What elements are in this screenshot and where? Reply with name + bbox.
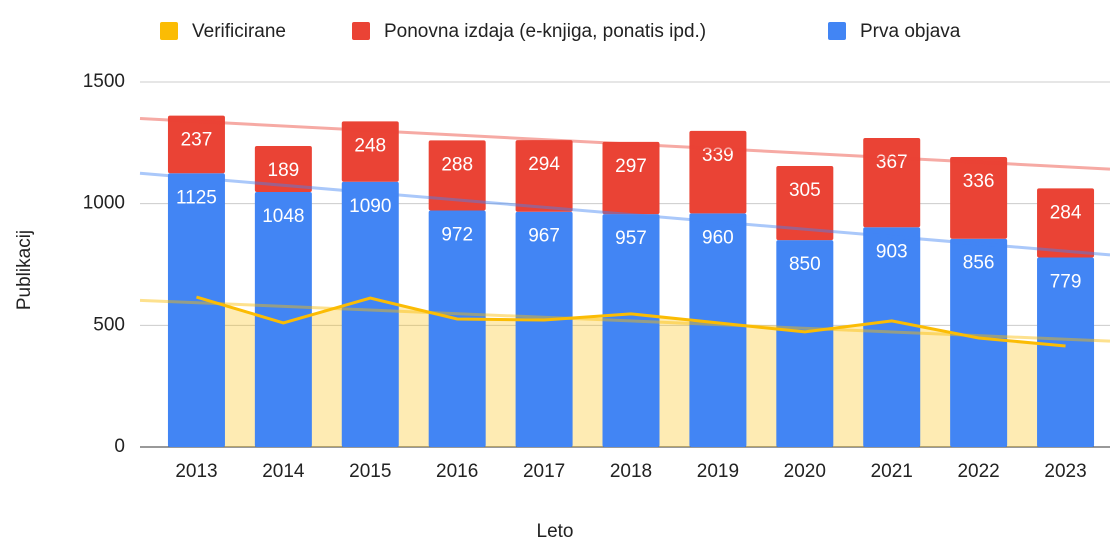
data-label: 856 bbox=[963, 253, 995, 274]
x-tick-label: 2016 bbox=[436, 461, 478, 482]
legend-label: Verificirane bbox=[192, 21, 286, 42]
data-label: 189 bbox=[268, 160, 300, 181]
data-label: 336 bbox=[963, 171, 995, 192]
data-label: 779 bbox=[1050, 271, 1082, 292]
data-label: 850 bbox=[789, 254, 821, 275]
x-tick-label: 2018 bbox=[610, 461, 652, 482]
bar-segment bbox=[950, 156, 1008, 239]
legend-swatch bbox=[352, 22, 370, 40]
bar-segment bbox=[515, 211, 573, 447]
bar-segment bbox=[167, 115, 225, 174]
line bbox=[196, 295, 1066, 348]
data-label: 957 bbox=[615, 228, 647, 249]
y-axis-label: Publikacij bbox=[14, 230, 35, 310]
bar-segment bbox=[254, 191, 312, 447]
bar-segment bbox=[428, 210, 486, 447]
data-label: 305 bbox=[789, 180, 821, 201]
trendline bbox=[139, 298, 1110, 343]
bar-segment bbox=[341, 181, 399, 447]
legend-swatch bbox=[160, 22, 178, 40]
x-tick-label: 2023 bbox=[1044, 461, 1086, 482]
x-tick-label: 2017 bbox=[523, 461, 565, 482]
x-tick-label: 2014 bbox=[262, 461, 305, 482]
data-label: 1090 bbox=[349, 196, 391, 217]
y-tick-label: 1000 bbox=[83, 193, 125, 214]
data-label: 297 bbox=[615, 156, 647, 177]
trendline bbox=[139, 117, 1110, 171]
y-tick-label: 1500 bbox=[83, 71, 125, 92]
bar-segment bbox=[776, 240, 834, 447]
legend-swatch bbox=[828, 22, 846, 40]
bar-segment bbox=[776, 165, 834, 241]
bar-segment bbox=[950, 238, 1008, 447]
y-tick-label: 0 bbox=[114, 436, 125, 457]
bar-segment bbox=[689, 130, 747, 214]
data-label: 294 bbox=[528, 154, 560, 175]
data-label: 967 bbox=[528, 226, 560, 247]
x-tick-label: 2020 bbox=[784, 461, 826, 482]
bar-segment bbox=[515, 140, 573, 212]
bar-segment bbox=[428, 140, 486, 211]
x-tick-label: 2022 bbox=[957, 461, 999, 482]
data-label: 248 bbox=[354, 135, 386, 156]
bar-segment bbox=[1037, 257, 1095, 447]
x-tick-label: 2015 bbox=[349, 461, 391, 482]
bar-segment bbox=[167, 173, 225, 447]
bar-segment bbox=[863, 137, 921, 228]
data-label: 1048 bbox=[262, 206, 304, 227]
bar-segment bbox=[689, 213, 747, 447]
data-label: 903 bbox=[876, 241, 908, 262]
data-label: 972 bbox=[441, 224, 473, 245]
bar-segment bbox=[863, 227, 921, 447]
bar-segment bbox=[602, 214, 660, 447]
data-label: 237 bbox=[181, 130, 213, 151]
data-label: 1125 bbox=[176, 187, 217, 208]
data-label: 339 bbox=[702, 145, 734, 166]
x-tick-label: 2019 bbox=[697, 461, 739, 482]
bar-segment bbox=[341, 121, 399, 182]
bar-segment bbox=[1037, 188, 1095, 258]
legend-label: Prva objava bbox=[860, 21, 961, 42]
data-label: 284 bbox=[1050, 202, 1082, 223]
x-axis-label: Leto bbox=[537, 521, 574, 542]
trendline bbox=[139, 171, 1110, 257]
data-label: 288 bbox=[441, 154, 473, 175]
legend-label: Ponovna izdaja (e-knjiga, ponatis ipd.) bbox=[384, 21, 706, 42]
data-label: 367 bbox=[876, 152, 908, 173]
x-tick-label: 2013 bbox=[175, 461, 217, 482]
y-tick-label: 500 bbox=[93, 314, 125, 335]
data-label: 960 bbox=[702, 227, 734, 248]
bar-segment bbox=[602, 141, 660, 215]
bar-segment bbox=[254, 145, 312, 192]
x-tick-label: 2021 bbox=[871, 461, 913, 482]
